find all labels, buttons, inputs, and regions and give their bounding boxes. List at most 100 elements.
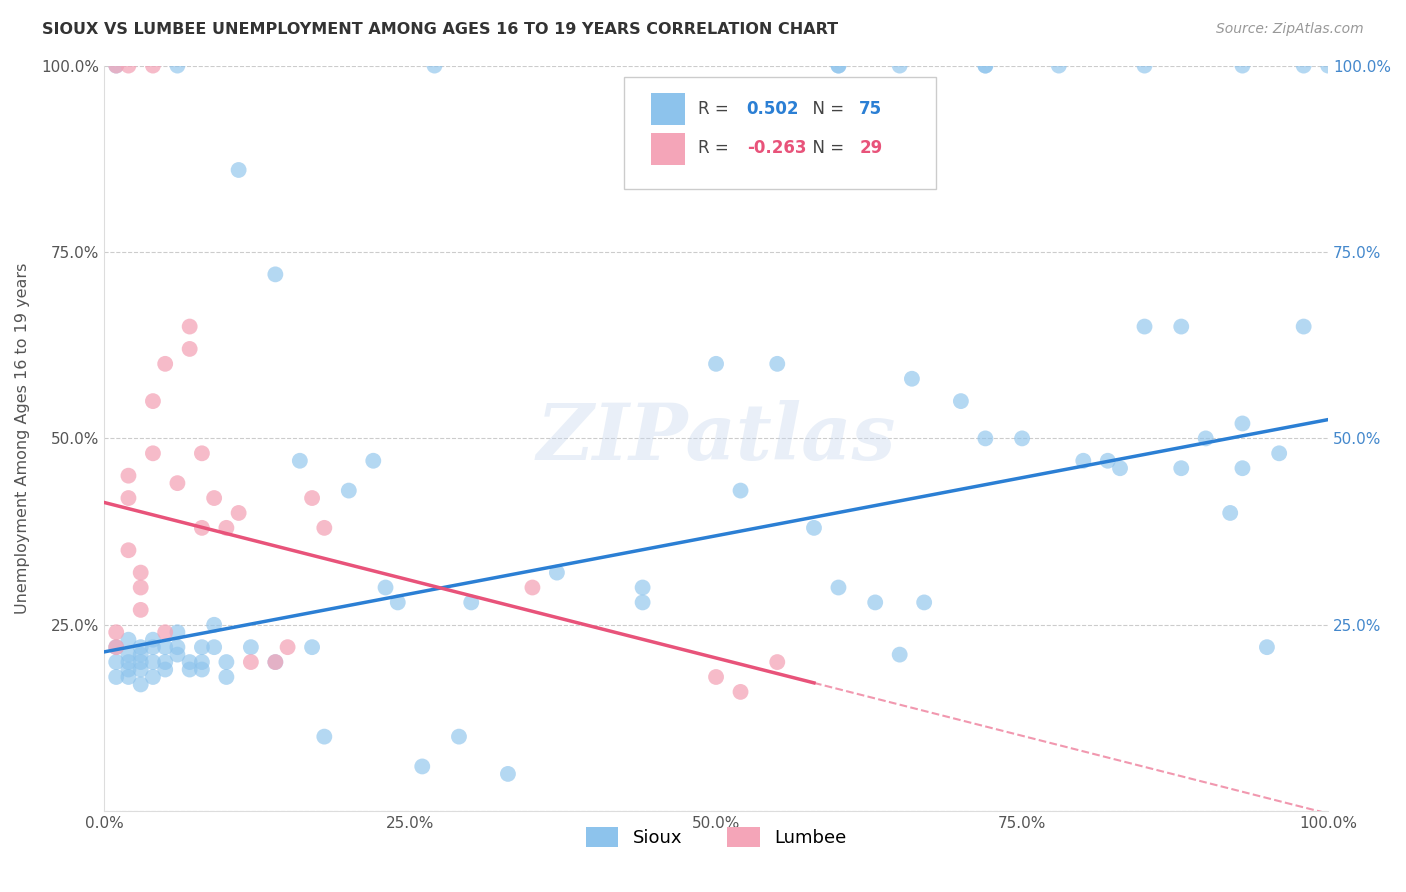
Text: 0.502: 0.502 [747, 100, 799, 118]
Point [264, 268, 287, 282]
Point [129, 677, 152, 691]
Point [423, 59, 446, 73]
Point [166, 640, 188, 655]
Text: -0.263: -0.263 [747, 139, 806, 157]
Point [1232, 417, 1254, 431]
Text: N =: N = [801, 139, 849, 157]
Point [1047, 59, 1070, 73]
Point [202, 640, 225, 655]
Point [117, 655, 139, 669]
Point [129, 648, 152, 662]
Point [889, 648, 911, 662]
Point [827, 59, 849, 73]
Point [631, 581, 654, 595]
Bar [651, 93, 686, 125]
Legend: Sioux, Lumbee: Sioux, Lumbee [578, 820, 853, 855]
Point [191, 663, 214, 677]
Point [730, 685, 752, 699]
Point [863, 595, 886, 609]
Point [314, 521, 336, 535]
Point [153, 625, 176, 640]
Point [1097, 454, 1119, 468]
Point [153, 663, 176, 677]
Point [117, 59, 139, 73]
Point [496, 767, 519, 781]
Point [191, 521, 214, 535]
Point [105, 59, 128, 73]
Bar [651, 133, 686, 165]
Point [1292, 59, 1315, 73]
Point [374, 581, 396, 595]
Point [142, 394, 165, 409]
Point [288, 454, 311, 468]
Point [191, 446, 214, 460]
Point [117, 543, 139, 558]
FancyBboxPatch shape [624, 77, 936, 188]
Point [166, 648, 188, 662]
Point [1170, 461, 1192, 475]
Point [766, 357, 789, 371]
Point [704, 670, 727, 684]
Point [153, 640, 176, 655]
Point [1133, 59, 1156, 73]
Point [142, 59, 165, 73]
Point [105, 640, 128, 655]
Point [912, 595, 935, 609]
Point [1232, 461, 1254, 475]
Point [105, 640, 128, 655]
Point [1195, 431, 1218, 445]
Point [546, 566, 568, 580]
Point [460, 595, 482, 609]
Point [277, 640, 299, 655]
Point [301, 640, 323, 655]
Point [1317, 59, 1340, 73]
Point [129, 581, 152, 595]
Point [1071, 454, 1094, 468]
Point [153, 357, 176, 371]
Point [179, 319, 201, 334]
Point [179, 342, 201, 356]
Text: R =: R = [697, 139, 734, 157]
Point [239, 640, 262, 655]
Point [766, 655, 789, 669]
Point [215, 655, 238, 669]
Point [142, 446, 165, 460]
Point [142, 632, 165, 647]
Point [803, 521, 825, 535]
Point [239, 655, 262, 669]
Point [179, 655, 201, 669]
Point [361, 454, 384, 468]
Point [1219, 506, 1241, 520]
Point [1011, 431, 1033, 445]
Point [117, 632, 139, 647]
Point [1292, 319, 1315, 334]
Point [117, 468, 139, 483]
Point [1170, 319, 1192, 334]
Point [129, 640, 152, 655]
Point [129, 566, 152, 580]
Point [228, 163, 250, 178]
Point [117, 648, 139, 662]
Point [117, 663, 139, 677]
Point [142, 640, 165, 655]
Point [153, 655, 176, 669]
Text: R =: R = [697, 100, 734, 118]
Point [974, 59, 997, 73]
Point [166, 59, 188, 73]
Point [1133, 319, 1156, 334]
Point [827, 59, 849, 73]
Point [949, 394, 972, 409]
Point [129, 655, 152, 669]
Point [901, 372, 924, 386]
Point [191, 655, 214, 669]
Point [264, 655, 287, 669]
Point [117, 491, 139, 505]
Text: Source: ZipAtlas.com: Source: ZipAtlas.com [1216, 22, 1364, 37]
Point [129, 663, 152, 677]
Point [191, 640, 214, 655]
Text: 29: 29 [859, 139, 883, 157]
Point [142, 670, 165, 684]
Point [730, 483, 752, 498]
Point [117, 670, 139, 684]
Point [827, 581, 849, 595]
